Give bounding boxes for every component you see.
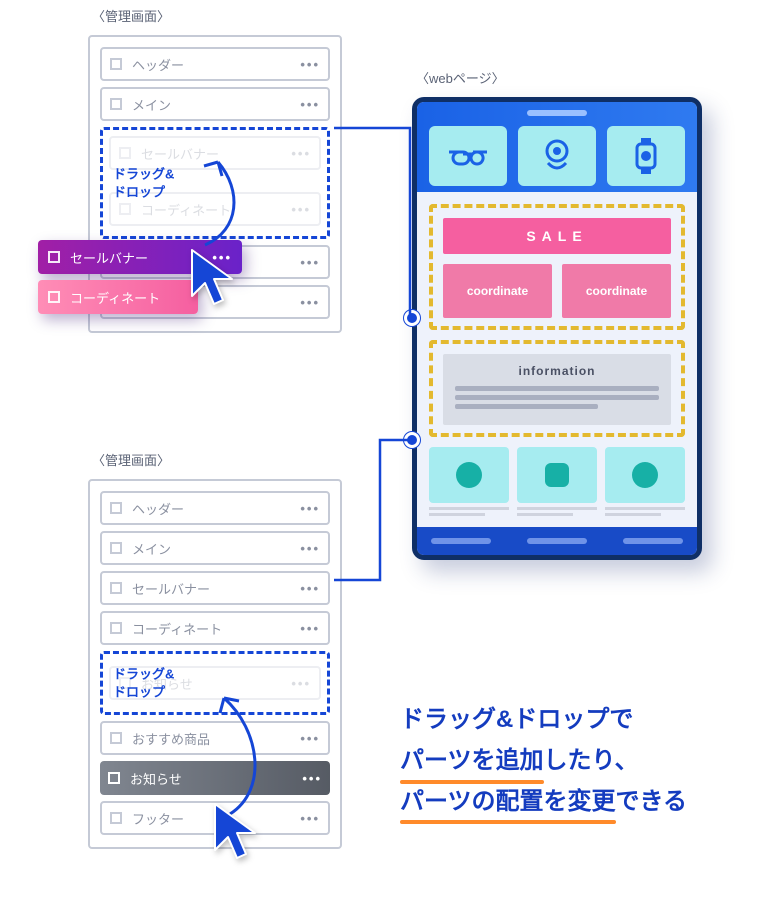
drag-drop-label: ドラッグ& ドロップ [113,165,174,200]
cursor-icon [211,802,267,864]
curve-arrow-icon [190,690,280,820]
connector-lines [0,0,768,700]
dragged-card-coordinate[interactable]: コーディネート [38,280,198,314]
cursor-icon [188,248,244,310]
curve-arrow-icon [170,150,260,250]
caption-text: ドラッグ&ドロップで パーツを追加したり、 パーツの配置を変更できる [400,700,687,822]
drag-drop-label: ドラッグ& ドロップ [113,665,174,700]
